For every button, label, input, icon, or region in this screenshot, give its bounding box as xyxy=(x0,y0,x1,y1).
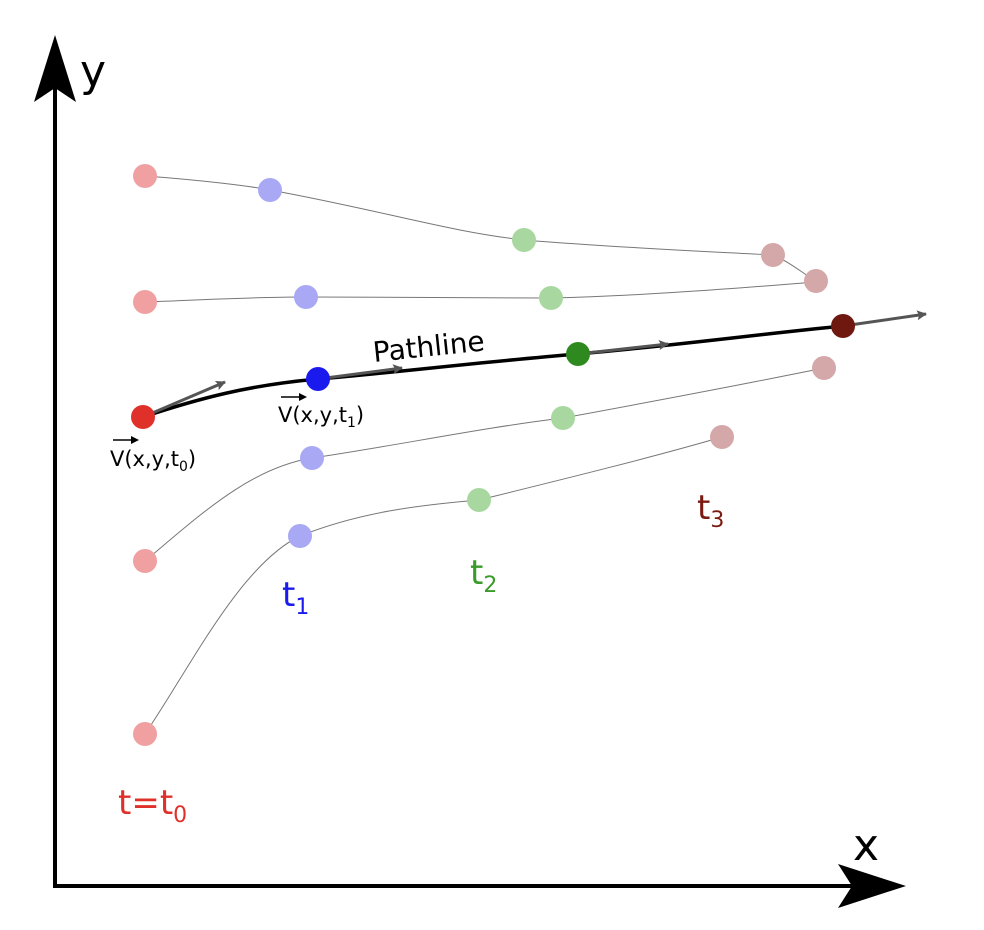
velocity-label-text: V(x,y,t0) xyxy=(110,447,196,475)
vector-arrowhead-mark xyxy=(299,393,307,401)
velocity-arrow xyxy=(577,340,669,356)
trajectory-curves xyxy=(144,175,825,735)
particle-t0-faded xyxy=(133,722,157,746)
particle-t0 xyxy=(131,405,155,429)
trajectory-curve xyxy=(144,175,817,282)
velocity-arrow xyxy=(842,310,927,328)
particle-t3-faded xyxy=(710,425,734,449)
faded-particles xyxy=(133,164,836,746)
pathline-label: Pathline xyxy=(371,324,486,369)
pathline-particles xyxy=(131,314,855,429)
velocity-label-v1: V(x,y,t1) xyxy=(278,393,364,431)
particle-t2-faded xyxy=(551,406,575,430)
particle-t3 xyxy=(831,314,855,338)
y-axis-arrowhead xyxy=(34,35,76,102)
particle-t3-faded xyxy=(812,356,836,380)
particle-t1 xyxy=(306,367,330,391)
particle-t1-faded xyxy=(258,178,282,202)
particle-t2-faded xyxy=(512,228,536,252)
axes: y x xyxy=(34,35,906,908)
pathline-curve xyxy=(142,324,844,419)
velocity-label-text: V(x,y,t1) xyxy=(278,403,364,431)
trajectory-curve xyxy=(144,281,817,303)
velocity-label-v0: V(x,y,t0) xyxy=(110,436,196,475)
velocity-arrow xyxy=(142,380,226,419)
x-axis-label: x xyxy=(853,820,879,871)
particle-t1-faded xyxy=(300,446,324,470)
y-axis-label: y xyxy=(80,46,106,97)
particle-t0-faded xyxy=(133,290,157,314)
time-label-t3: t3 xyxy=(697,488,724,533)
time-label-t0: t=t0 xyxy=(118,783,187,828)
time-label-t1: t1 xyxy=(282,575,309,620)
particle-t1-faded xyxy=(294,285,318,309)
particle-t3-faded xyxy=(761,243,785,267)
particle-t2-faded xyxy=(539,286,563,310)
time-label-t2: t2 xyxy=(470,553,497,598)
particle-t2 xyxy=(566,342,590,366)
x-axis-arrowhead xyxy=(838,864,906,908)
vector-arrowhead-mark xyxy=(131,436,139,444)
particle-t0-faded xyxy=(133,164,157,188)
velocity-arrows xyxy=(142,310,927,419)
particle-t0-faded xyxy=(133,549,157,573)
particle-t1-faded xyxy=(288,524,312,548)
trajectory-curve xyxy=(144,436,723,735)
particle-t3-faded xyxy=(804,269,828,293)
particle-t2-faded xyxy=(467,488,491,512)
trajectory-curve xyxy=(144,367,825,562)
velocity-arrow xyxy=(317,364,403,381)
